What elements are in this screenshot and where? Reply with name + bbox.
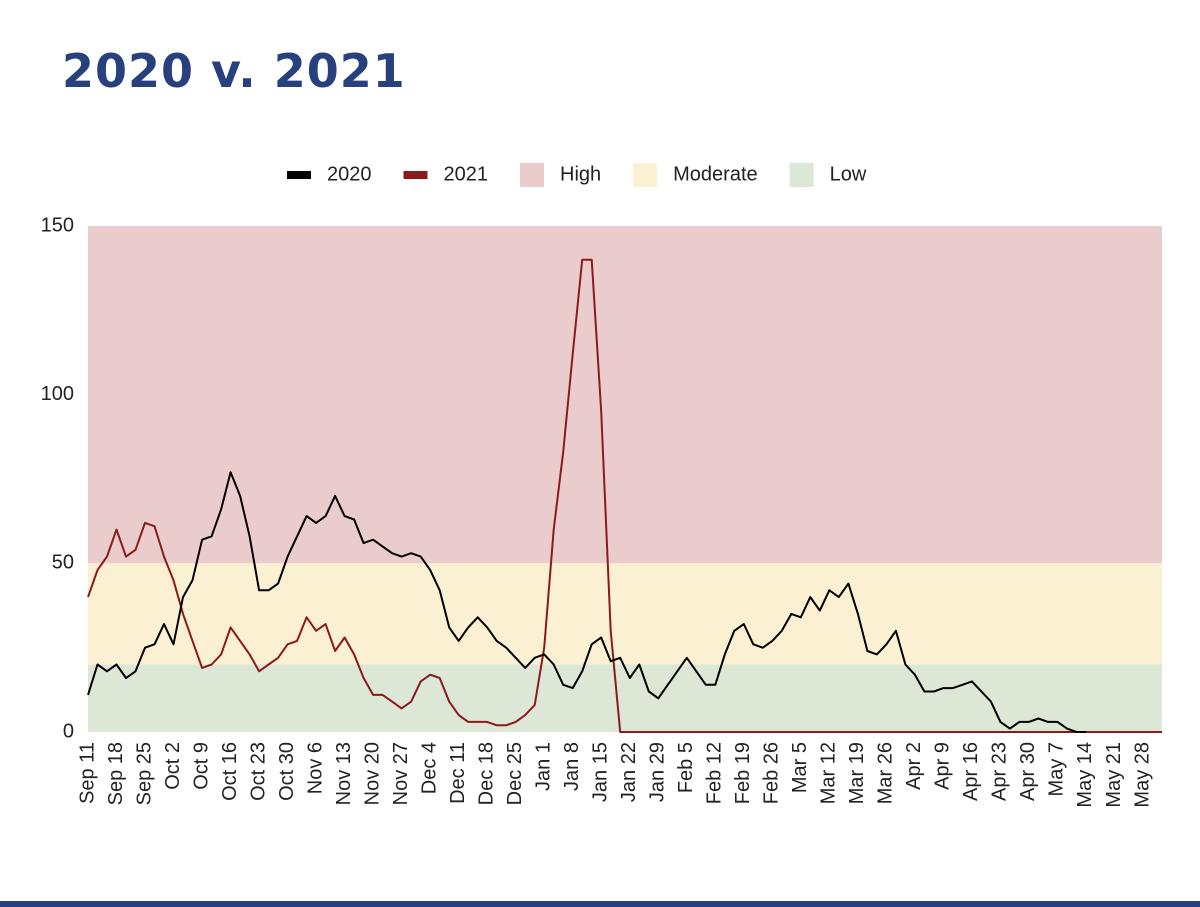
x-tick-label: Dec 25 — [504, 742, 526, 805]
x-tick-label: Oct 23 — [247, 742, 269, 801]
y-tick-label: 0 — [63, 720, 74, 742]
legend-swatch — [633, 163, 658, 187]
x-tick-label: Feb 12 — [704, 742, 726, 804]
x-tick-label: Jan 22 — [618, 742, 640, 802]
x-tick-label: Nov 27 — [390, 742, 412, 805]
legend-label: Moderate — [673, 163, 758, 185]
series-line — [87, 471, 1086, 733]
band — [88, 664, 1162, 732]
x-tick-label: May 28 — [1131, 742, 1153, 808]
slide-title: 2020 v. 2021 — [62, 44, 406, 98]
x-tick-label: Dec 18 — [475, 742, 497, 805]
x-tick-label: Sep 25 — [133, 742, 155, 805]
legend-swatch — [287, 171, 311, 179]
x-tick-label: Jan 8 — [561, 742, 583, 791]
x-tick-label: Jan 15 — [590, 742, 612, 802]
legend-swatch — [520, 163, 544, 187]
x-tick-label: Mar 5 — [789, 742, 811, 793]
x-tick-label: Oct 9 — [190, 742, 212, 790]
y-tick-label: 50 — [52, 552, 74, 574]
x-tick-label: Nov 6 — [304, 742, 326, 794]
legend-label: High — [560, 163, 601, 185]
x-tick-label: Apr 23 — [989, 742, 1011, 801]
series-line — [87, 258, 1162, 733]
x-tick-label: Apr 9 — [932, 742, 954, 790]
x-tick-label: Apr 2 — [903, 742, 925, 790]
legend-label: 2021 — [444, 163, 489, 185]
x-tick-label: Feb 26 — [761, 742, 783, 804]
x-tick-label: Jan 1 — [532, 742, 554, 791]
x-tick-label: Oct 16 — [219, 742, 241, 801]
footer-bar — [0, 901, 1200, 907]
x-tick-label: Apr 30 — [1017, 742, 1039, 801]
x-tick-label: Apr 16 — [960, 742, 982, 801]
x-tick-label: May 21 — [1103, 742, 1125, 808]
x-tick-label: May 14 — [1074, 742, 1096, 808]
x-tick-label: Feb 19 — [732, 742, 754, 804]
x-tick-label: Jan 29 — [647, 742, 669, 802]
x-tick-label: Sep 18 — [105, 742, 127, 805]
x-tick-label: Oct 2 — [162, 742, 184, 790]
x-tick-label: May 7 — [1046, 742, 1068, 796]
x-tick-label: Mar 19 — [846, 742, 868, 804]
x-tick-label: Mar 12 — [818, 742, 840, 804]
x-tick-label: Dec 11 — [447, 742, 469, 804]
x-tick-label: Dec 4 — [418, 742, 440, 794]
band — [88, 563, 1162, 665]
x-tick-label: Mar 26 — [875, 742, 897, 804]
legend-swatch — [403, 171, 428, 179]
legend-swatch — [789, 163, 814, 187]
x-tick-label: Sep 11 — [76, 742, 98, 804]
y-tick-label: 100 — [41, 383, 74, 405]
legend-label: 2020 — [327, 163, 372, 185]
x-tick-label: Nov 20 — [361, 742, 383, 805]
x-tick-label: Oct 30 — [276, 742, 298, 801]
band — [88, 226, 1162, 564]
legend-label: Low — [830, 163, 867, 185]
x-tick-label: Nov 13 — [333, 742, 355, 805]
y-tick-label: 150 — [41, 214, 74, 236]
x-tick-label: Feb 5 — [675, 742, 697, 793]
